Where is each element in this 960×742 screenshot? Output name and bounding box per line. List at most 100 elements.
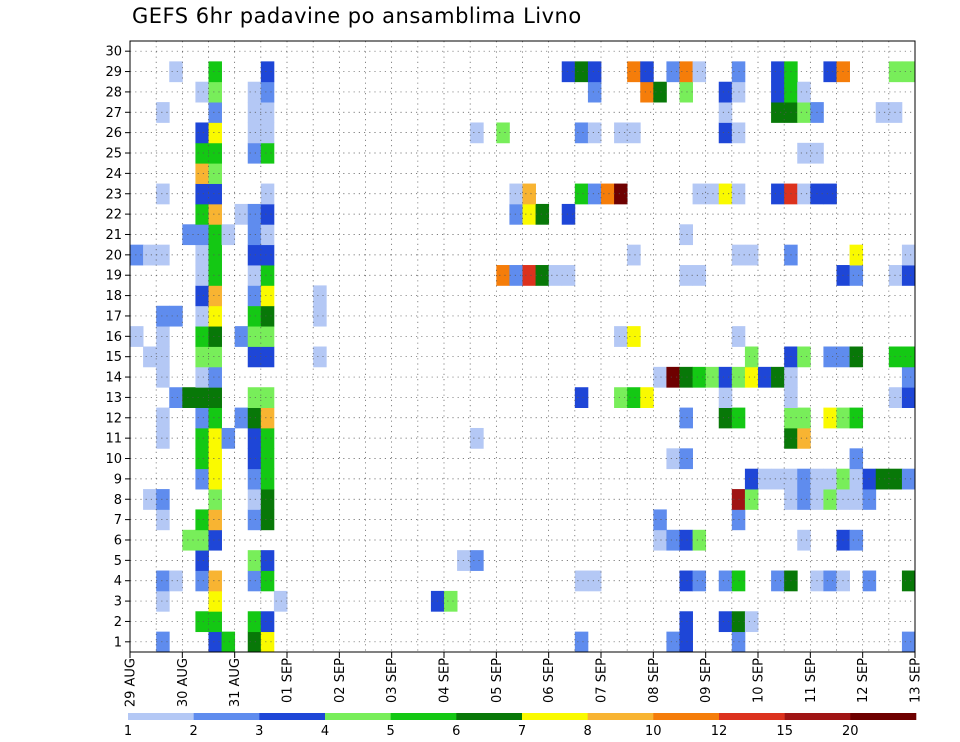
heatmap-cell [195, 387, 209, 408]
y-tick-label: 12 [105, 411, 122, 426]
heatmap-cell [692, 183, 707, 205]
heatmap-cell [208, 122, 222, 144]
heatmap-cell [195, 81, 209, 103]
heatmap-cell [208, 142, 222, 164]
heatmap-cell [771, 570, 785, 592]
legend-label: 8 [584, 724, 592, 739]
heatmap-cell [208, 203, 222, 225]
heatmap-cell [195, 407, 209, 429]
legend-swatch [719, 713, 785, 720]
heatmap-cell [718, 407, 733, 429]
heatmap-cell [744, 346, 759, 368]
x-tick-label: 03 SEP [385, 658, 400, 703]
legend-swatch [653, 713, 720, 720]
legend-label: 15 [776, 724, 793, 739]
heatmap-cell [260, 102, 275, 123]
heatmap-cell [744, 366, 759, 388]
x-tick-label: 02 SEP [333, 658, 348, 703]
heatmap-cell [208, 509, 222, 531]
heatmap-cell [496, 122, 510, 144]
x-tick-label: 10 SEP [752, 658, 767, 703]
heatmap-cell [195, 285, 209, 307]
heatmap-cell [260, 305, 275, 327]
heatmap-cell [823, 407, 837, 429]
heatmap-cell [470, 427, 484, 449]
heatmap-cell [679, 407, 693, 429]
heatmap-cell [260, 468, 275, 490]
heatmap-cell [901, 346, 916, 368]
legend-swatch [850, 713, 917, 720]
heatmap-cell [195, 224, 209, 246]
heatmap-cell [771, 102, 785, 123]
heatmap-cell [247, 305, 262, 327]
chart-title: GEFS 6hr padavine po ansamblima Livno [132, 4, 582, 28]
heatmap-cell [509, 183, 523, 205]
y-tick-label: 18 [105, 289, 122, 304]
legend-label: 2 [190, 724, 198, 739]
heatmap-cell [718, 122, 733, 144]
heatmap-cell [195, 550, 209, 571]
heatmap-cell [771, 366, 785, 388]
heatmap-cell [522, 183, 536, 205]
heatmap-cell [535, 203, 550, 225]
heatmap-cell [313, 305, 327, 327]
y-tick-label: 21 [105, 228, 122, 243]
y-tick-label: 2 [114, 615, 122, 630]
heatmap-cell [823, 570, 837, 592]
heatmap-cell [718, 183, 733, 205]
y-tick-label: 11 [105, 432, 122, 447]
heatmap-cell [208, 61, 222, 83]
legend-swatch [587, 713, 654, 720]
heatmap-cell [679, 529, 693, 551]
heatmap-cell [653, 509, 667, 531]
x-tick-label: 08 SEP [647, 658, 662, 703]
heatmap-cell [627, 61, 641, 83]
heatmap-cell [849, 346, 864, 368]
heatmap-cell [156, 346, 170, 368]
heatmap-cell [692, 61, 707, 83]
heatmap-cell [640, 81, 654, 103]
color-legend: 1 2 3 4 5 6 7 8 10 12 15 20 [124, 713, 917, 739]
heatmap-cell [771, 61, 785, 83]
heatmap-cell [260, 122, 275, 144]
heatmap-cell [444, 590, 458, 612]
y-tick-label: 24 [105, 167, 122, 182]
heatmap-cell [260, 285, 275, 307]
heatmap-cell [247, 407, 262, 429]
heatmap-cell [692, 570, 707, 592]
x-tick-label: 30 AUG [176, 658, 191, 707]
heatmap-cell [470, 550, 484, 571]
y-tick-label: 10 [105, 452, 122, 467]
heatmap-cells [130, 61, 916, 653]
heatmap-cell [849, 407, 864, 429]
y-tick-label: 7 [114, 513, 122, 528]
heatmap-cell [666, 366, 680, 388]
y-tick-label: 6 [114, 533, 122, 548]
y-tick-label: 23 [105, 187, 122, 202]
heatmap-cell [901, 570, 916, 592]
heatmap-cell [208, 244, 222, 266]
heatmap-cell [221, 631, 236, 653]
heatmap-cell [679, 224, 693, 246]
heatmap-cell [679, 265, 693, 286]
y-tick-label: 22 [105, 208, 122, 223]
heatmap-cell [234, 203, 249, 225]
heatmap-cell [208, 285, 222, 307]
gridlines [130, 41, 916, 652]
heatmap-cell [823, 183, 837, 205]
heatmap-cell [247, 550, 262, 571]
heatmap-cell [156, 326, 170, 347]
heatmap-cell [313, 346, 327, 368]
y-tick-label: 19 [105, 269, 122, 284]
heatmap-cell [156, 366, 170, 388]
heatmap-cell [587, 570, 602, 592]
heatmap-cell [247, 285, 262, 307]
legend-label: 1 [124, 724, 132, 739]
x-tick-label: 07 SEP [595, 658, 610, 703]
heatmap-cell [169, 570, 183, 592]
heatmap-cell [718, 366, 733, 388]
heatmap-cell [744, 611, 759, 633]
heatmap-cell [247, 468, 262, 490]
heatmap-cell [587, 61, 602, 83]
heatmap-cell [143, 244, 157, 266]
